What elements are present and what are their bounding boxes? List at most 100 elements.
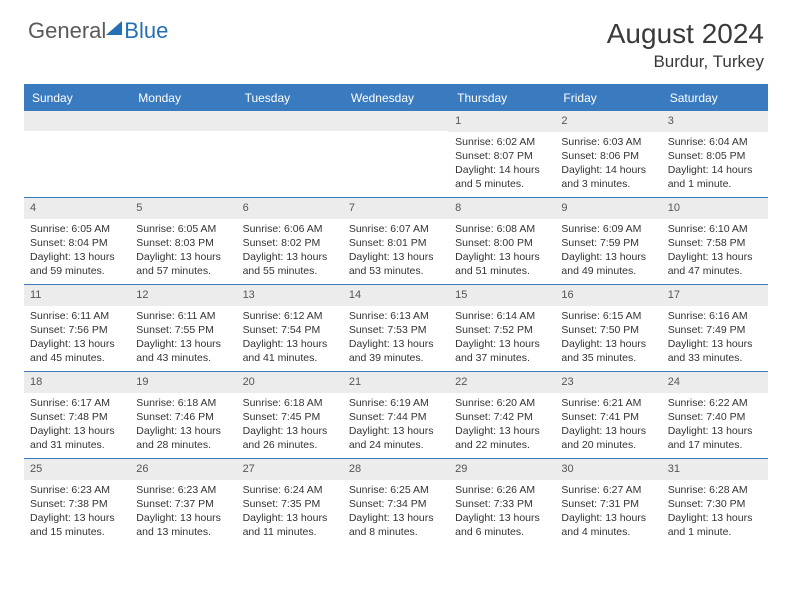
title-block: August 2024 Burdur, Turkey <box>607 18 764 72</box>
daylight-line: Daylight: 13 hours and 57 minutes. <box>136 250 230 278</box>
logo-triangle-icon <box>106 21 122 35</box>
sunrise-line: Sunrise: 6:28 AM <box>668 483 762 497</box>
sunrise-line: Sunrise: 6:05 AM <box>30 222 124 236</box>
day-number: 9 <box>555 198 661 219</box>
sunrise-line: Sunrise: 6:27 AM <box>561 483 655 497</box>
daylight-line: Daylight: 13 hours and 45 minutes. <box>30 337 124 365</box>
location: Burdur, Turkey <box>607 52 764 72</box>
daylight-line: Daylight: 14 hours and 1 minute. <box>668 163 762 191</box>
day-number <box>237 111 343 131</box>
day-header-row: SundayMondayTuesdayWednesdayThursdayFrid… <box>24 86 768 110</box>
day-header: Thursday <box>449 86 555 110</box>
day-number: 30 <box>555 459 661 480</box>
day-number: 11 <box>24 285 130 306</box>
month-title: August 2024 <box>607 18 764 50</box>
day-body: Sunrise: 6:21 AMSunset: 7:41 PMDaylight:… <box>555 393 661 457</box>
day-body: Sunrise: 6:22 AMSunset: 7:40 PMDaylight:… <box>662 393 768 457</box>
day-number: 18 <box>24 372 130 393</box>
sunrise-line: Sunrise: 6:10 AM <box>668 222 762 236</box>
sunset-line: Sunset: 7:37 PM <box>136 497 230 511</box>
day-body: Sunrise: 6:10 AMSunset: 7:58 PMDaylight:… <box>662 219 768 283</box>
day-cell: 20Sunrise: 6:18 AMSunset: 7:45 PMDayligh… <box>237 372 343 458</box>
daylight-line: Daylight: 13 hours and 41 minutes. <box>243 337 337 365</box>
sunrise-line: Sunrise: 6:18 AM <box>136 396 230 410</box>
daylight-line: Daylight: 13 hours and 51 minutes. <box>455 250 549 278</box>
sunset-line: Sunset: 7:53 PM <box>349 323 443 337</box>
sunset-line: Sunset: 7:35 PM <box>243 497 337 511</box>
day-number: 22 <box>449 372 555 393</box>
day-cell: 31Sunrise: 6:28 AMSunset: 7:30 PMDayligh… <box>662 459 768 545</box>
day-cell: 5Sunrise: 6:05 AMSunset: 8:03 PMDaylight… <box>130 198 236 284</box>
day-number: 20 <box>237 372 343 393</box>
sunrise-line: Sunrise: 6:20 AM <box>455 396 549 410</box>
day-number: 28 <box>343 459 449 480</box>
sunrise-line: Sunrise: 6:02 AM <box>455 135 549 149</box>
sunset-line: Sunset: 7:30 PM <box>668 497 762 511</box>
day-cell: 27Sunrise: 6:24 AMSunset: 7:35 PMDayligh… <box>237 459 343 545</box>
logo: General Blue <box>28 18 168 44</box>
daylight-line: Daylight: 13 hours and 35 minutes. <box>561 337 655 365</box>
sunset-line: Sunset: 8:01 PM <box>349 236 443 250</box>
day-body: Sunrise: 6:26 AMSunset: 7:33 PMDaylight:… <box>449 480 555 544</box>
day-body: Sunrise: 6:11 AMSunset: 7:55 PMDaylight:… <box>130 306 236 370</box>
sunset-line: Sunset: 7:59 PM <box>561 236 655 250</box>
day-number: 27 <box>237 459 343 480</box>
daylight-line: Daylight: 13 hours and 49 minutes. <box>561 250 655 278</box>
day-cell: 6Sunrise: 6:06 AMSunset: 8:02 PMDaylight… <box>237 198 343 284</box>
sunset-line: Sunset: 7:50 PM <box>561 323 655 337</box>
day-number: 8 <box>449 198 555 219</box>
sunrise-line: Sunrise: 6:23 AM <box>30 483 124 497</box>
day-body: Sunrise: 6:11 AMSunset: 7:56 PMDaylight:… <box>24 306 130 370</box>
day-body: Sunrise: 6:14 AMSunset: 7:52 PMDaylight:… <box>449 306 555 370</box>
sunrise-line: Sunrise: 6:16 AM <box>668 309 762 323</box>
day-body: Sunrise: 6:23 AMSunset: 7:37 PMDaylight:… <box>130 480 236 544</box>
day-body: Sunrise: 6:19 AMSunset: 7:44 PMDaylight:… <box>343 393 449 457</box>
day-cell: 14Sunrise: 6:13 AMSunset: 7:53 PMDayligh… <box>343 285 449 371</box>
day-header: Friday <box>555 86 661 110</box>
daylight-line: Daylight: 13 hours and 20 minutes. <box>561 424 655 452</box>
day-number: 26 <box>130 459 236 480</box>
sunset-line: Sunset: 8:05 PM <box>668 149 762 163</box>
day-cell: 21Sunrise: 6:19 AMSunset: 7:44 PMDayligh… <box>343 372 449 458</box>
day-cell: 17Sunrise: 6:16 AMSunset: 7:49 PMDayligh… <box>662 285 768 371</box>
daylight-line: Daylight: 14 hours and 5 minutes. <box>455 163 549 191</box>
day-body: Sunrise: 6:12 AMSunset: 7:54 PMDaylight:… <box>237 306 343 370</box>
sunset-line: Sunset: 8:00 PM <box>455 236 549 250</box>
day-number: 31 <box>662 459 768 480</box>
day-cell: 30Sunrise: 6:27 AMSunset: 7:31 PMDayligh… <box>555 459 661 545</box>
day-number: 15 <box>449 285 555 306</box>
day-cell: 22Sunrise: 6:20 AMSunset: 7:42 PMDayligh… <box>449 372 555 458</box>
day-number <box>130 111 236 131</box>
sunset-line: Sunset: 7:49 PM <box>668 323 762 337</box>
sunset-line: Sunset: 7:31 PM <box>561 497 655 511</box>
daylight-line: Daylight: 13 hours and 39 minutes. <box>349 337 443 365</box>
sunrise-line: Sunrise: 6:15 AM <box>561 309 655 323</box>
sunset-line: Sunset: 7:44 PM <box>349 410 443 424</box>
sunset-line: Sunset: 7:40 PM <box>668 410 762 424</box>
sunrise-line: Sunrise: 6:08 AM <box>455 222 549 236</box>
daylight-line: Daylight: 13 hours and 24 minutes. <box>349 424 443 452</box>
sunrise-line: Sunrise: 6:04 AM <box>668 135 762 149</box>
day-cell: 1Sunrise: 6:02 AMSunset: 8:07 PMDaylight… <box>449 111 555 197</box>
day-body: Sunrise: 6:03 AMSunset: 8:06 PMDaylight:… <box>555 132 661 196</box>
sunset-line: Sunset: 7:38 PM <box>30 497 124 511</box>
week-row: 1Sunrise: 6:02 AMSunset: 8:07 PMDaylight… <box>24 110 768 197</box>
day-cell: 19Sunrise: 6:18 AMSunset: 7:46 PMDayligh… <box>130 372 236 458</box>
week-row: 11Sunrise: 6:11 AMSunset: 7:56 PMDayligh… <box>24 284 768 371</box>
sunset-line: Sunset: 7:58 PM <box>668 236 762 250</box>
daylight-line: Daylight: 13 hours and 53 minutes. <box>349 250 443 278</box>
day-body: Sunrise: 6:08 AMSunset: 8:00 PMDaylight:… <box>449 219 555 283</box>
day-cell: 18Sunrise: 6:17 AMSunset: 7:48 PMDayligh… <box>24 372 130 458</box>
day-number: 4 <box>24 198 130 219</box>
day-header: Monday <box>130 86 236 110</box>
day-number <box>24 111 130 131</box>
daylight-line: Daylight: 13 hours and 22 minutes. <box>455 424 549 452</box>
day-cell: 23Sunrise: 6:21 AMSunset: 7:41 PMDayligh… <box>555 372 661 458</box>
day-body: Sunrise: 6:07 AMSunset: 8:01 PMDaylight:… <box>343 219 449 283</box>
day-cell: 8Sunrise: 6:08 AMSunset: 8:00 PMDaylight… <box>449 198 555 284</box>
sunrise-line: Sunrise: 6:12 AM <box>243 309 337 323</box>
sunrise-line: Sunrise: 6:23 AM <box>136 483 230 497</box>
daylight-line: Daylight: 13 hours and 43 minutes. <box>136 337 230 365</box>
sunset-line: Sunset: 7:41 PM <box>561 410 655 424</box>
day-number: 2 <box>555 111 661 132</box>
